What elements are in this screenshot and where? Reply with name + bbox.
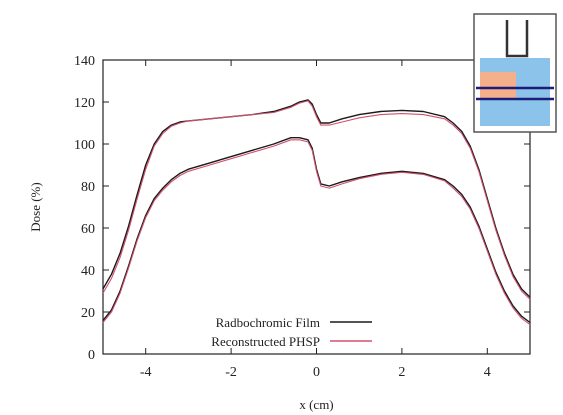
y-tick-label: 0 [88, 348, 95, 363]
legend: Radbochromic Film Reconstructed PHSP [211, 315, 372, 349]
x-tick-label: 4 [484, 365, 491, 380]
legend-label-1: Radbochromic Film [216, 315, 320, 330]
axes-layer: 0 20 40 60 80 100 120 140 -4 -2 0 2 4 x (cm) Dose (%) [28, 54, 531, 412]
y-tick-label: 20 [81, 306, 95, 321]
y-tick-label: 80 [81, 180, 95, 195]
legend-label-2: Reconstructed PHSP [211, 334, 320, 349]
plot-frame [102, 59, 531, 355]
series-2-profile-1-line [102, 100, 531, 300]
y-axis-label: Dose (%) [28, 182, 43, 231]
geometry-inset [473, 13, 557, 133]
x-tick-label: 0 [313, 365, 320, 380]
x-tick-label: -4 [140, 365, 152, 380]
series-2-profile-2-line [102, 139, 531, 326]
x-tick-label: -2 [225, 365, 237, 380]
y-tick-label: 100 [74, 138, 95, 153]
series-1-profile-2-line [102, 137, 531, 324]
series-1-profile-1-line [102, 99, 531, 298]
y-tick-label: 120 [74, 96, 95, 111]
x-tick-label: 2 [398, 365, 405, 380]
x-axis-label: x (cm) [299, 397, 333, 412]
y-tick-label: 140 [74, 54, 95, 69]
inset-applicator [505, 20, 529, 58]
y-tick-label: 40 [81, 264, 95, 279]
inset-insert [480, 72, 516, 100]
y-tick-label: 60 [81, 222, 95, 237]
series-layer [102, 99, 531, 326]
